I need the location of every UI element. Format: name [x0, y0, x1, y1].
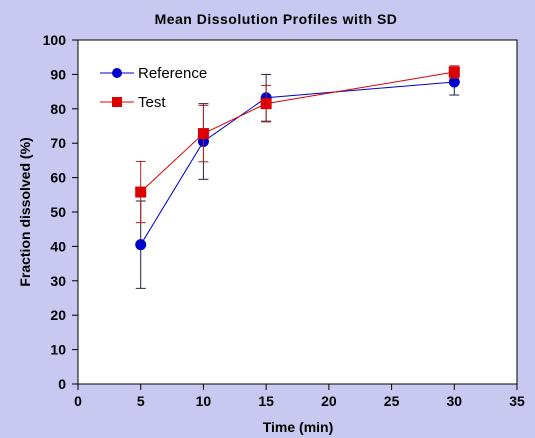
legend-label-reference: Reference [138, 65, 207, 82]
y-axis-title: Fraction dissolved (%) [17, 137, 33, 286]
series-line-test [140, 71, 455, 193]
x-tick-label-6: 30 [446, 393, 462, 409]
y-tick-label-1: 10 [50, 342, 66, 358]
x-tick-label-0: 0 [74, 393, 82, 409]
y-tick-label-3: 30 [50, 273, 66, 289]
chart-title: Mean Dissolution Profiles with SD [155, 11, 398, 27]
y-tick-label-2: 20 [50, 307, 66, 323]
y-tick-label-4: 40 [50, 238, 66, 254]
point-test-1 [197, 128, 209, 140]
y-tick-label-8: 80 [50, 101, 66, 117]
y-tick-label-5: 50 [50, 204, 66, 220]
y-tick-label-7: 70 [50, 135, 66, 151]
legend-marker-reference [112, 68, 122, 78]
y-tick-label-10: 100 [43, 32, 67, 48]
series-line-reference [140, 81, 455, 245]
x-tick-label-5: 25 [384, 393, 400, 409]
legend-marker-test [112, 97, 122, 107]
y-tick-label-0: 0 [58, 376, 66, 392]
point-test-3 [448, 66, 460, 78]
x-tick-label-2: 10 [196, 393, 212, 409]
point-reference-0 [135, 239, 147, 251]
x-tick-label-3: 15 [258, 393, 274, 409]
x-axis-title: Time (min) [263, 419, 334, 435]
legend-label-test: Test [138, 94, 166, 111]
x-tick-label-7: 35 [509, 393, 525, 409]
point-test-0 [135, 186, 147, 198]
point-test-2 [260, 98, 272, 110]
y-tick-label-9: 90 [50, 66, 66, 82]
x-tick-label-4: 20 [321, 393, 337, 409]
y-tick-label-6: 60 [50, 170, 66, 186]
plot-frame [77, 39, 518, 385]
plot-area: 0 5 10 15 20 25 30 35 0 10 20 30 40 50 60 70 80 90 100 Refe… [43, 32, 525, 409]
x-tick-label-1: 5 [137, 393, 145, 409]
